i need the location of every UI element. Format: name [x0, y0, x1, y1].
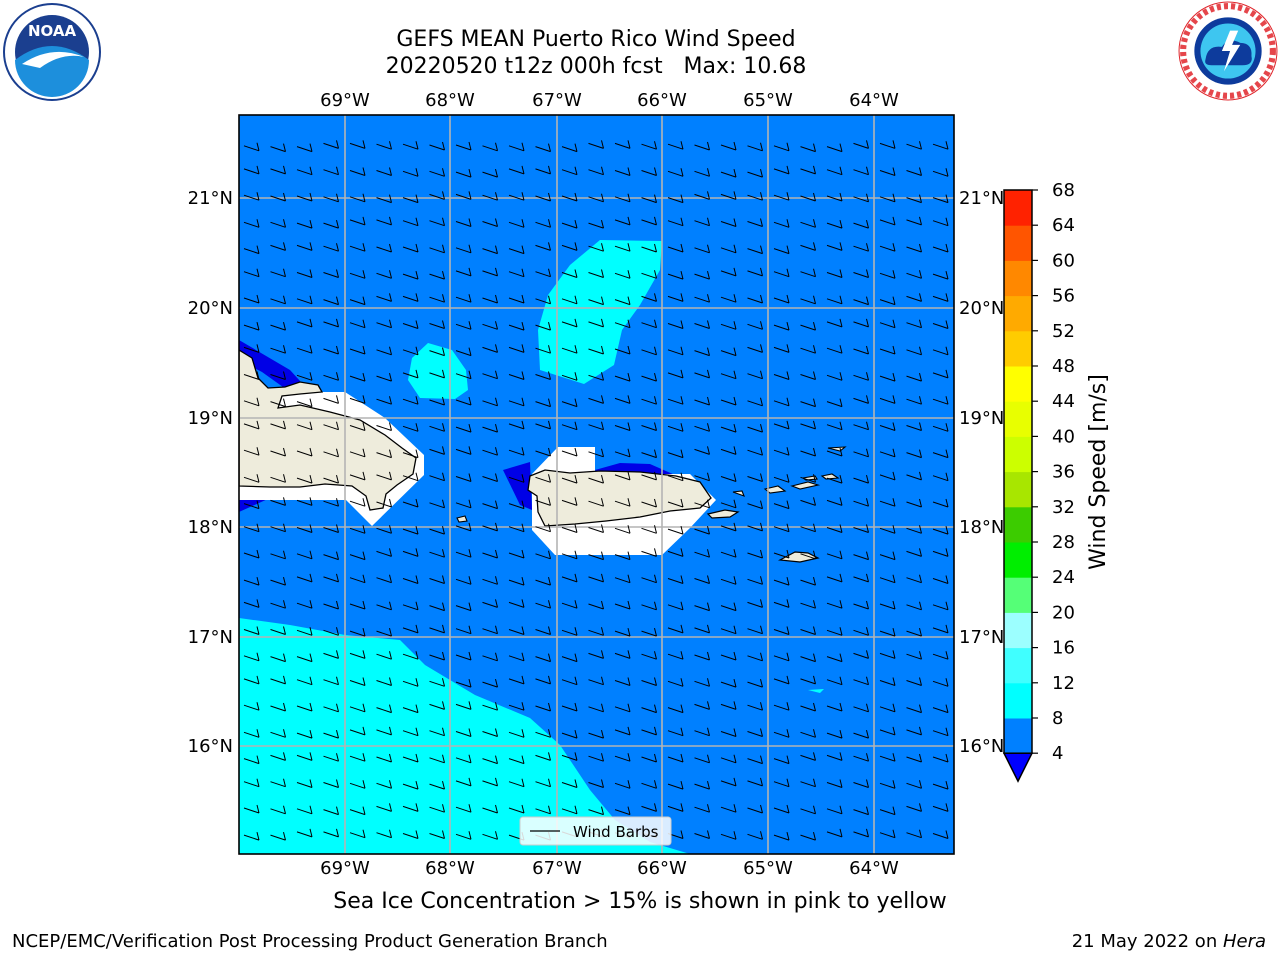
map-area — [239, 115, 954, 854]
wind-contour-tiny — [808, 689, 824, 693]
land-vieques — [706, 509, 740, 519]
lon-label-bottom: 67°W — [532, 858, 582, 879]
lat-label-left: 20°N — [188, 298, 233, 319]
lat-label-left: 19°N — [188, 408, 233, 429]
land-st-croix — [777, 551, 820, 563]
colorbar-tick-label: 4 — [1052, 743, 1063, 764]
colorbar-segment — [1004, 401, 1032, 437]
colorbar-tick-label: 60 — [1052, 250, 1075, 271]
wind-min-pr-west — [503, 462, 532, 510]
noaa-logo: NOAA — [3, 3, 101, 101]
lat-label-left: 21°N — [188, 188, 233, 209]
map-title: GEFS MEAN Puerto Rico Wind Speed — [396, 27, 796, 52]
lon-label-bottom: 64°W — [849, 858, 899, 879]
colorbar-segment — [1004, 647, 1032, 684]
lat-label-right: 21°N — [959, 188, 1004, 209]
colorbar-segment — [1004, 718, 1032, 754]
wind-barb-field — [243, 140, 949, 841]
colorbar-tick-label: 12 — [1052, 673, 1075, 694]
lon-label-top: 65°W — [743, 90, 793, 111]
lon-label-top: 66°W — [637, 90, 687, 111]
land-puerto-rico — [527, 469, 712, 527]
colorbar-segment — [1004, 506, 1032, 543]
svg-text:NOAA: NOAA — [28, 22, 77, 40]
colorbar-tick-label: 20 — [1052, 602, 1075, 623]
colorbar-tick-label: 36 — [1052, 462, 1075, 483]
colorbar-segment — [1004, 577, 1032, 613]
map-legend: Wind Barbs — [519, 816, 672, 846]
colorbar-segment — [1004, 225, 1032, 261]
map-subtitle-run-info: 20220520 t12z 000h fcst Max: 10.68 — [385, 54, 807, 79]
colorbar-tick-label: 40 — [1052, 426, 1075, 447]
lon-label-bottom: 66°W — [637, 858, 687, 879]
colorbar-tick-label: 32 — [1052, 497, 1075, 518]
colorbar-label: Wind Speed [m/s] — [1086, 374, 1111, 570]
lat-label-right: 18°N — [959, 517, 1004, 538]
lat-label-left: 16°N — [188, 736, 233, 757]
colorbar-tick-label: 56 — [1052, 286, 1075, 307]
colorbar-tick-label: 8 — [1052, 708, 1063, 729]
colorbar-tick-label: 24 — [1052, 567, 1075, 588]
credit-branch: NCEP/EMC/Verification Post Processing Pr… — [12, 931, 608, 952]
credit-host: Hera — [1222, 931, 1266, 952]
colorbar-tick-label: 48 — [1052, 356, 1075, 377]
wind-contour-north — [538, 240, 662, 384]
wind-contour-small — [408, 343, 468, 399]
land-hispaniola — [239, 349, 417, 511]
lat-label-left: 18°N — [188, 517, 233, 538]
colorbar-segment — [1004, 295, 1032, 332]
colorbar-segment — [1004, 366, 1032, 402]
colorbar-segment — [1004, 330, 1032, 367]
colorbar-tick-label: 68 — [1052, 180, 1075, 201]
colorbar-segment — [1004, 260, 1032, 297]
lon-label-bottom: 69°W — [320, 858, 370, 879]
lon-label-bottom: 68°W — [425, 858, 475, 879]
lon-label-top: 64°W — [849, 90, 899, 111]
land-virgin-islands — [732, 446, 847, 497]
colorbar-segment — [1004, 682, 1032, 719]
credit-date-text: 21 May 2022 on — [1071, 931, 1223, 952]
colorbar-segment — [1004, 612, 1032, 649]
lat-label-right: 20°N — [959, 298, 1004, 319]
colorbar-segment — [1004, 190, 1032, 226]
land-mona — [456, 515, 468, 523]
nws-logo — [1178, 1, 1278, 101]
wind-contour-south — [239, 618, 690, 854]
lat-label-right: 19°N — [959, 408, 1004, 429]
credit-date: 21 May 2022 on Hera — [1072, 931, 1266, 952]
lat-label-right: 17°N — [959, 627, 1004, 648]
map-frame — [238, 114, 955, 855]
colorbar-tick-label: 64 — [1052, 215, 1075, 236]
lon-label-top: 67°W — [532, 90, 582, 111]
colorbar-segment — [1004, 471, 1032, 508]
lon-label-top: 69°W — [320, 90, 370, 111]
colorbar-tick-label: 28 — [1052, 532, 1075, 553]
wind-min-hispaniola-north — [239, 340, 310, 392]
colorbar-under-arrow — [1002, 752, 1034, 783]
colorbar-segment — [1004, 542, 1032, 578]
colorbar-segment — [1004, 436, 1032, 473]
lon-label-bottom: 65°W — [743, 858, 793, 879]
lon-label-top: 68°W — [425, 90, 475, 111]
legend-label: Wind Barbs — [573, 823, 659, 841]
lat-label-left: 17°N — [188, 627, 233, 648]
sea-ice-note: Sea Ice Concentration > 15% is shown in … — [333, 889, 947, 914]
lat-label-right: 16°N — [959, 736, 1004, 757]
colorbar-tick-label: 52 — [1052, 321, 1075, 342]
colorbar-tick-label: 16 — [1052, 638, 1075, 659]
colorbar-tick-label: 44 — [1052, 391, 1075, 412]
